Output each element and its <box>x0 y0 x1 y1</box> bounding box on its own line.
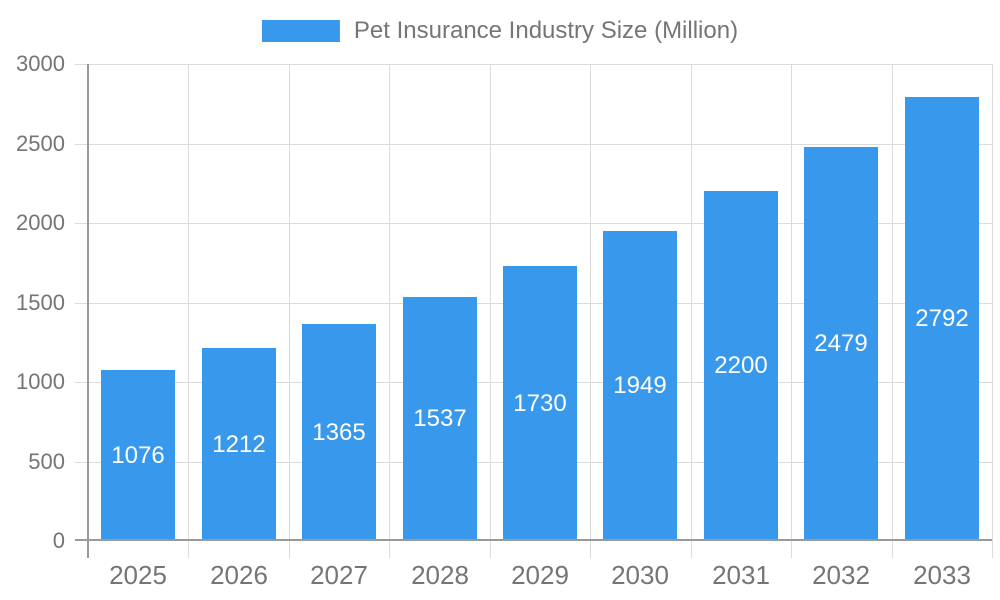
bar-2031[interactable]: 2200 <box>704 191 778 541</box>
bar-value-label: 1537 <box>413 405 467 432</box>
bar-2032[interactable]: 2479 <box>804 147 878 541</box>
y-axis-tick-label: 1000 <box>16 369 65 394</box>
x-gridline <box>490 64 491 558</box>
x-axis-tick-label: 2025 <box>109 560 167 590</box>
bar-2030[interactable]: 1949 <box>603 231 677 541</box>
x-gridline <box>992 64 993 558</box>
bar-value-label: 1730 <box>513 389 567 417</box>
y-gridline <box>75 223 992 224</box>
x-gridline <box>590 64 591 558</box>
y-axis-tick-label: 2500 <box>16 131 65 156</box>
x-axis-tick-label: 2028 <box>411 560 469 590</box>
x-axis-tick-label: 2027 <box>310 560 368 590</box>
bar-value-label: 1212 <box>212 430 266 458</box>
x-axis-tick-label: 2032 <box>812 560 870 590</box>
x-gridline <box>691 64 692 558</box>
x-axis-tick-label: 2026 <box>210 560 268 590</box>
bar-value-label: 1365 <box>312 418 366 446</box>
x-gridline <box>892 64 893 558</box>
x-axis-line <box>75 539 992 541</box>
bar-2033[interactable]: 2792 <box>905 97 979 541</box>
bar-value-label: 1076 <box>111 441 165 469</box>
y-gridline <box>75 64 992 65</box>
x-gridline <box>791 64 792 558</box>
bar-2027[interactable]: 1365 <box>302 324 376 541</box>
x-axis-tick-label: 2033 <box>913 560 971 590</box>
x-gridline <box>289 64 290 558</box>
x-axis-tick-label: 2030 <box>611 560 669 590</box>
bar-value-label: 1949 <box>613 372 667 399</box>
legend[interactable]: Pet Insurance Industry Size (Million) <box>261 17 739 45</box>
y-axis-tick-label: 3000 <box>16 51 65 76</box>
y-axis-tick-label: 0 <box>52 528 65 553</box>
legend-swatch <box>261 20 340 42</box>
y-axis-line <box>87 64 89 558</box>
x-axis-tick-label: 2029 <box>511 560 569 590</box>
x-gridline <box>389 64 390 558</box>
bar-2028[interactable]: 1537 <box>403 297 477 541</box>
y-gridline <box>75 144 992 145</box>
bar-value-label: 2792 <box>915 305 969 332</box>
y-axis-tick-label: 1500 <box>16 290 65 315</box>
bar-value-label: 2479 <box>814 330 868 357</box>
legend-label: Pet Insurance Industry Size (Million) <box>353 17 739 44</box>
bar-2026[interactable]: 1212 <box>202 348 276 541</box>
x-axis-tick-label: 2031 <box>712 560 770 590</box>
y-axis-tick-label: 500 <box>28 449 65 474</box>
bar-2029[interactable]: 1730 <box>503 266 577 541</box>
bar-2025[interactable]: 1076 <box>101 370 175 541</box>
x-gridline <box>188 64 189 558</box>
bar-value-label: 2200 <box>714 352 768 379</box>
y-axis-tick-label: 2000 <box>16 210 65 235</box>
